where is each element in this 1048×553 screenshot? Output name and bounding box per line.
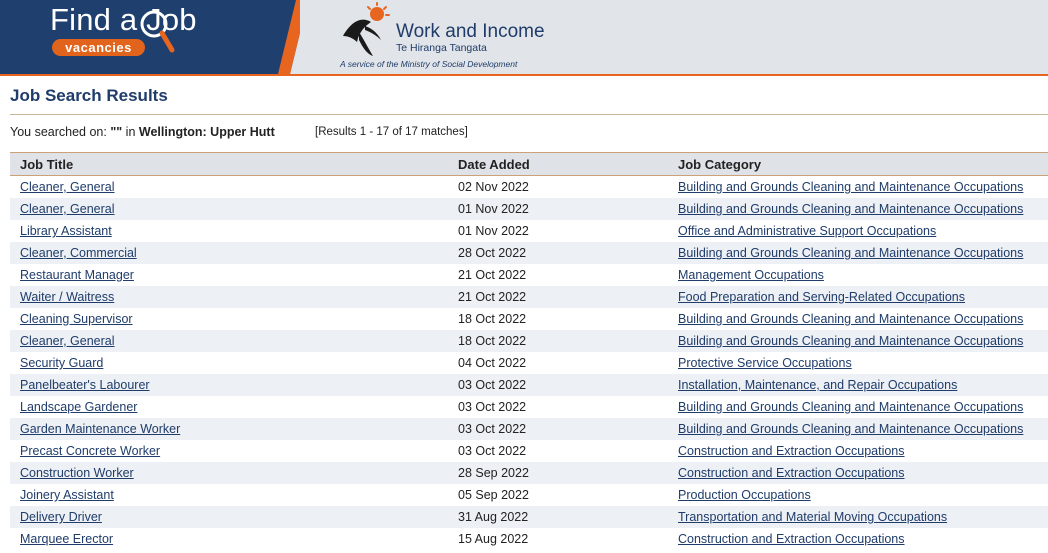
- job-title-link[interactable]: Garden Maintenance Worker: [20, 422, 181, 436]
- job-title-link[interactable]: Marquee Erector: [20, 532, 114, 546]
- date-added: 28 Sep 2022: [448, 462, 668, 484]
- date-added: 01 Nov 2022: [448, 198, 668, 220]
- job-category-link[interactable]: Protective Service Occupations: [678, 356, 852, 370]
- date-added: 15 Aug 2022: [448, 528, 668, 550]
- job-category-link[interactable]: Building and Grounds Cleaning and Mainte…: [678, 312, 1024, 326]
- magnifier-icon: [140, 10, 175, 53]
- table-row: Construction Worker 28 Sep 2022 Construc…: [10, 462, 1048, 484]
- date-added: 28 Oct 2022: [448, 242, 668, 264]
- ministry-tagline: A service of the Ministry of Social Deve…: [340, 59, 518, 69]
- search-term: "": [110, 125, 123, 139]
- table-row: Joinery Assistant 05 Sep 2022 Production…: [10, 484, 1048, 506]
- job-title-link[interactable]: Landscape Gardener: [20, 400, 138, 414]
- job-title-link[interactable]: Cleaner, Commercial: [20, 246, 137, 260]
- work-and-income-name: Work and Income: [396, 21, 545, 42]
- job-category-link[interactable]: Construction and Extraction Occupations: [678, 466, 905, 480]
- table-row: Precast Concrete Worker 03 Oct 2022 Cons…: [10, 440, 1048, 462]
- table-header-row: Job Title Date Added Job Category: [10, 152, 1048, 176]
- table-row: Cleaner, General 02 Nov 2022 Building an…: [10, 175, 1048, 198]
- table-row: Landscape Gardener 03 Oct 2022 Building …: [10, 396, 1048, 418]
- job-title-link[interactable]: Precast Concrete Worker: [20, 444, 161, 458]
- table-row: Library Assistant 01 Nov 2022 Office and…: [10, 220, 1048, 242]
- date-added: 04 Oct 2022: [448, 352, 668, 374]
- job-title-link[interactable]: Panelbeater's Labourer: [20, 378, 150, 392]
- search-in-label: in: [125, 125, 136, 139]
- search-summary: You searched on: "" in Wellington: Upper…: [10, 125, 275, 139]
- job-category-link[interactable]: Installation, Maintenance, and Repair Oc…: [678, 378, 958, 392]
- site-banner: Find a Job vacancies Work and Income Te …: [0, 0, 1048, 74]
- job-title-link[interactable]: Construction Worker: [20, 466, 134, 480]
- find-a-job-title: Find a Job: [50, 2, 197, 37]
- table-row: Restaurant Manager 21 Oct 2022 Managemen…: [10, 264, 1048, 286]
- job-category-link[interactable]: Building and Grounds Cleaning and Mainte…: [678, 202, 1024, 216]
- job-category-link[interactable]: Building and Grounds Cleaning and Mainte…: [678, 400, 1024, 414]
- job-results-table: Job Title Date Added Job Category Cleane…: [10, 152, 1048, 550]
- date-added: 03 Oct 2022: [448, 440, 668, 462]
- column-header-job-category: Job Category: [668, 152, 1048, 176]
- job-title-link[interactable]: Security Guard: [20, 356, 104, 370]
- date-added: 03 Oct 2022: [448, 374, 668, 396]
- date-added: 18 Oct 2022: [448, 308, 668, 330]
- job-title-link[interactable]: Cleaning Supervisor: [20, 312, 133, 326]
- table-row: Cleaner, General 01 Nov 2022 Building an…: [10, 198, 1048, 220]
- date-added: 05 Sep 2022: [448, 484, 668, 506]
- table-row: Cleaning Supervisor 18 Oct 2022 Building…: [10, 308, 1048, 330]
- job-title-link[interactable]: Delivery Driver: [20, 510, 102, 524]
- table-row: Waiter / Waitress 21 Oct 2022 Food Prepa…: [10, 286, 1048, 308]
- job-results-body: Cleaner, General 02 Nov 2022 Building an…: [10, 175, 1048, 550]
- date-added: 02 Nov 2022: [448, 175, 668, 198]
- job-category-link[interactable]: Building and Grounds Cleaning and Mainte…: [678, 246, 1024, 260]
- column-header-date-added: Date Added: [448, 152, 668, 176]
- job-title-link[interactable]: Cleaner, General: [20, 334, 115, 348]
- date-added: 21 Oct 2022: [448, 264, 668, 286]
- job-title-link[interactable]: Waiter / Waitress: [20, 290, 115, 304]
- find-a-job-logo[interactable]: Find a Job vacancies: [0, 0, 300, 74]
- results-count: [Results 1 - 17 of 17 matches]: [315, 126, 468, 138]
- job-category-link[interactable]: Building and Grounds Cleaning and Mainte…: [678, 422, 1024, 436]
- date-added: 03 Oct 2022: [448, 418, 668, 440]
- banner-divider: [0, 74, 1048, 76]
- table-row: Marquee Erector 15 Aug 2022 Construction…: [10, 528, 1048, 550]
- job-title-link[interactable]: Library Assistant: [20, 224, 112, 238]
- table-row: Security Guard 04 Oct 2022 Protective Se…: [10, 352, 1048, 374]
- date-added: 18 Oct 2022: [448, 330, 668, 352]
- job-title-link[interactable]: Restaurant Manager: [20, 268, 134, 282]
- search-location: Wellington: Upper Hutt: [138, 125, 275, 139]
- job-category-link[interactable]: Transportation and Material Moving Occup…: [678, 510, 948, 524]
- column-header-job-title: Job Title: [10, 152, 448, 176]
- date-added: 21 Oct 2022: [448, 286, 668, 308]
- vacancies-badge: vacancies: [52, 39, 145, 56]
- table-row: Cleaner, Commercial 28 Oct 2022 Building…: [10, 242, 1048, 264]
- job-category-link[interactable]: Management Occupations: [678, 268, 824, 282]
- job-category-link[interactable]: Building and Grounds Cleaning and Mainte…: [678, 334, 1024, 348]
- job-category-link[interactable]: Office and Administrative Support Occupa…: [678, 224, 937, 238]
- job-category-link[interactable]: Building and Grounds Cleaning and Mainte…: [678, 180, 1024, 194]
- job-title-link[interactable]: Cleaner, General: [20, 202, 115, 216]
- job-category-link[interactable]: Construction and Extraction Occupations: [678, 444, 905, 458]
- table-row: Panelbeater's Labourer 03 Oct 2022 Insta…: [10, 374, 1048, 396]
- search-prefix: You searched on:: [10, 125, 107, 139]
- date-added: 03 Oct 2022: [448, 396, 668, 418]
- job-category-link[interactable]: Food Preparation and Serving-Related Occ…: [678, 290, 965, 304]
- table-row: Garden Maintenance Worker 03 Oct 2022 Bu…: [10, 418, 1048, 440]
- date-added: 31 Aug 2022: [448, 506, 668, 528]
- work-and-income-subtitle: Te Hiranga Tangata: [396, 42, 487, 54]
- job-category-link[interactable]: Production Occupations: [678, 488, 811, 502]
- page-title: Job Search Results: [10, 86, 168, 105]
- job-title-link[interactable]: Cleaner, General: [20, 180, 115, 194]
- table-row: Delivery Driver 31 Aug 2022 Transportati…: [10, 506, 1048, 528]
- job-title-link[interactable]: Joinery Assistant: [20, 488, 114, 502]
- table-row: Cleaner, General 18 Oct 2022 Building an…: [10, 330, 1048, 352]
- title-divider: [10, 114, 1048, 115]
- work-and-income-person-icon: [343, 2, 390, 56]
- date-added: 01 Nov 2022: [448, 220, 668, 242]
- job-category-link[interactable]: Construction and Extraction Occupations: [678, 532, 905, 546]
